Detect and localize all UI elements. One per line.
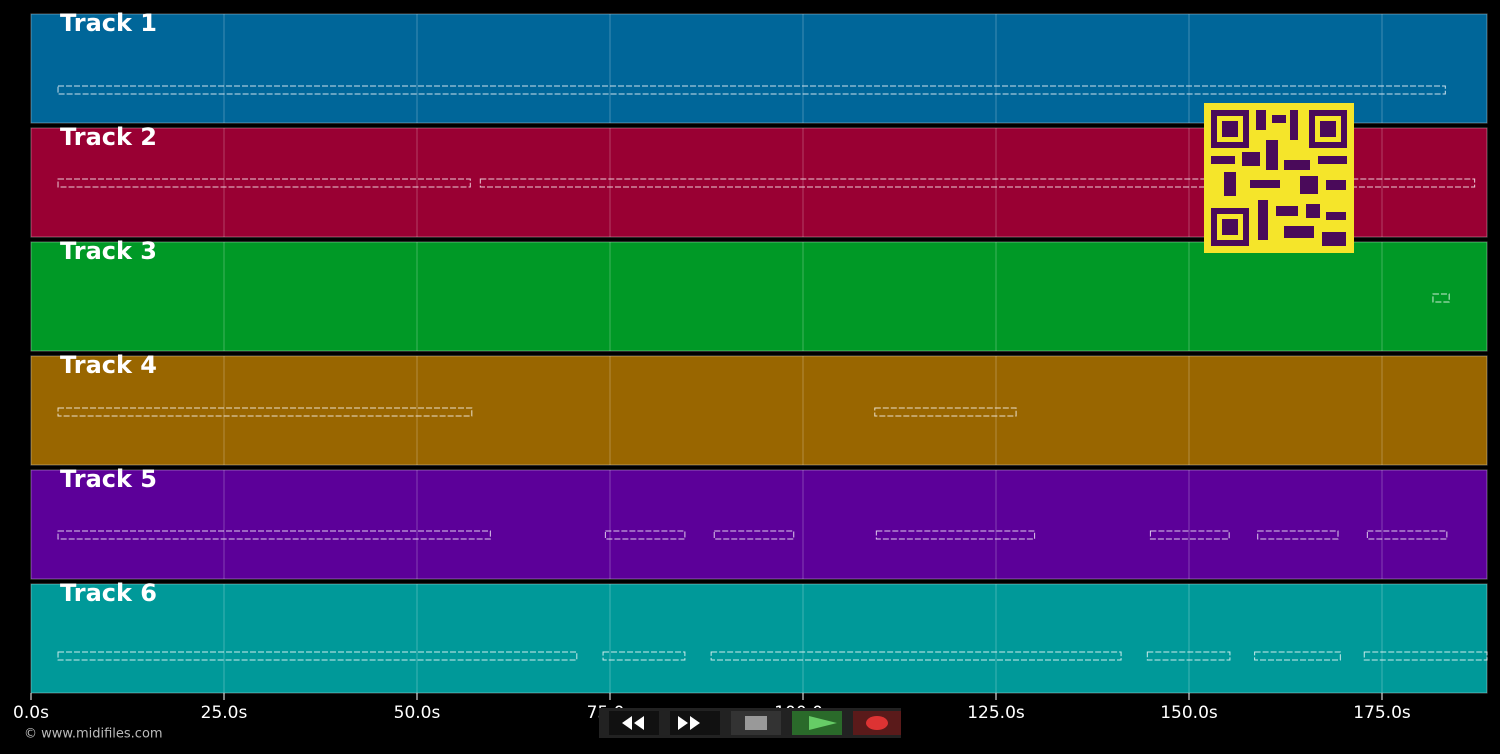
note-span <box>1366 530 1448 540</box>
play-button[interactable] <box>792 711 842 735</box>
tick-label: 50.0s <box>394 703 441 723</box>
track-name: Track 4 <box>60 351 157 379</box>
track-lane <box>30 355 1488 466</box>
track-lane <box>30 583 1488 694</box>
note-span <box>602 651 686 661</box>
note-span <box>604 530 686 540</box>
note-span <box>874 407 1017 417</box>
note-span <box>1363 651 1488 661</box>
tick-label: 175.0s <box>1353 703 1411 723</box>
track-name: Track 2 <box>60 123 157 151</box>
note-span <box>1146 651 1231 661</box>
track-name: Track 3 <box>60 237 157 265</box>
qr-code <box>1204 103 1354 253</box>
footer: © www.midifiles.com <box>24 727 163 742</box>
note-span <box>710 651 1122 661</box>
note-span <box>875 530 1036 540</box>
tracks: Track 1 Track 2 Track 3 Track 4 Track 5 Track… <box>30 9 1488 694</box>
fast-forward-button[interactable] <box>670 711 720 735</box>
note-span <box>57 85 1446 95</box>
note-span <box>1254 651 1341 661</box>
note-span <box>1257 530 1339 540</box>
track-name: Track 1 <box>60 9 157 37</box>
track-name: Track 5 <box>60 465 157 493</box>
note-span <box>57 530 491 540</box>
track-lane <box>30 241 1488 352</box>
tick-label: 150.0s <box>1160 703 1218 723</box>
transport-controls <box>599 708 901 738</box>
note-span <box>1149 530 1230 540</box>
rewind-button[interactable] <box>609 711 659 735</box>
note-span <box>1432 293 1450 303</box>
note-span <box>713 530 795 540</box>
tick-label: 125.0s <box>967 703 1025 723</box>
track-name: Track 6 <box>60 579 157 607</box>
track-lane <box>30 469 1488 580</box>
tick-label: 25.0s <box>201 703 248 723</box>
note-span <box>479 178 1476 188</box>
record-button[interactable] <box>853 711 901 735</box>
note-span <box>57 651 578 661</box>
note-span <box>57 407 473 417</box>
tick-label: 0.0s <box>13 703 49 723</box>
note-span <box>57 178 471 188</box>
stop-button[interactable] <box>731 711 781 735</box>
